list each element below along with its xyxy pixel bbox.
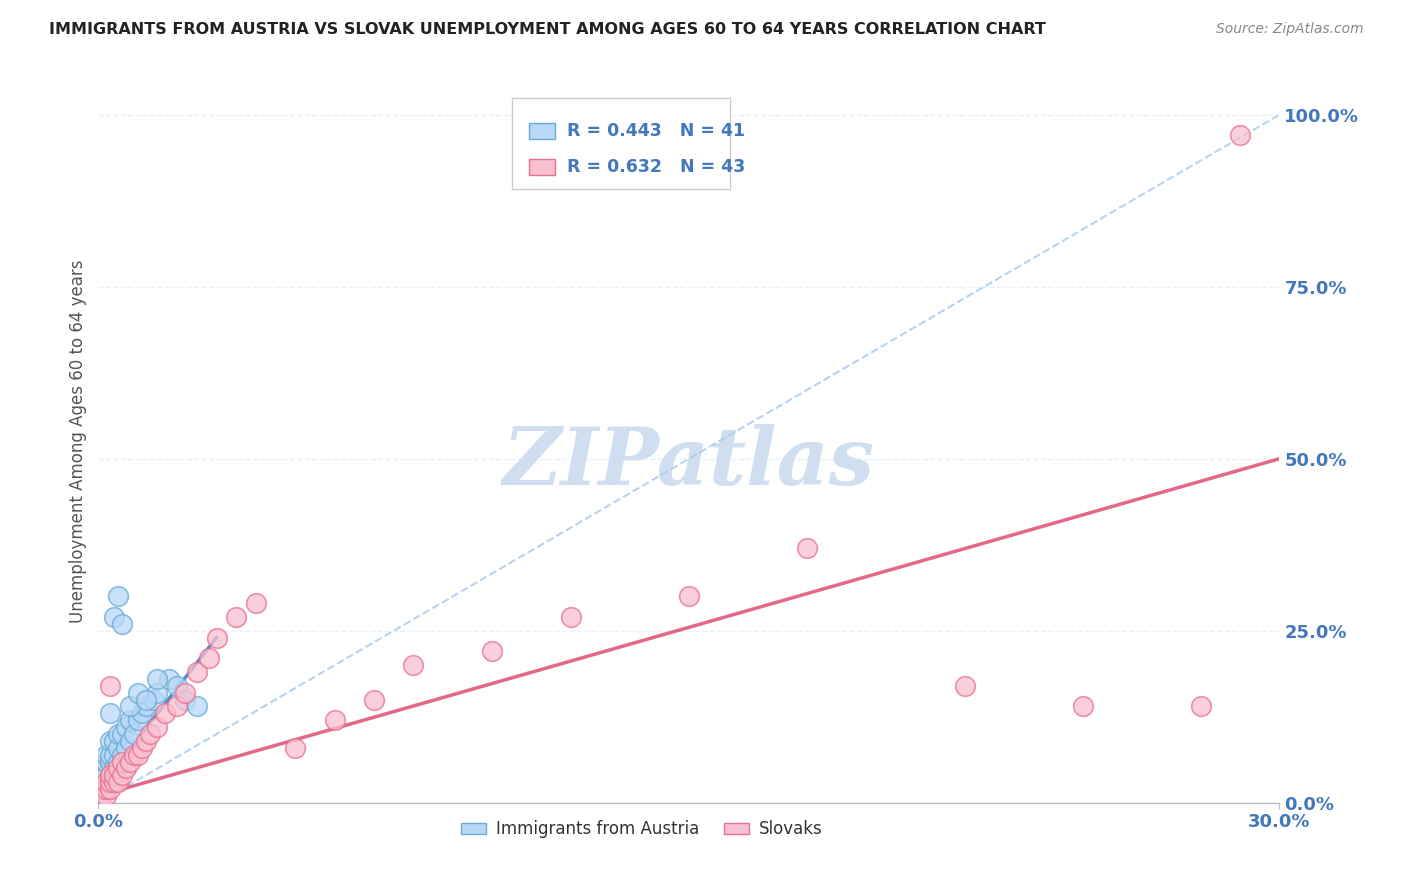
- Text: ZIPatlas: ZIPatlas: [503, 425, 875, 502]
- Point: [111, 747, 134, 762]
- Point: [363, 692, 385, 706]
- Point: [103, 734, 125, 748]
- Point: [103, 768, 125, 782]
- Point: [1229, 128, 1251, 143]
- Point: [146, 686, 169, 700]
- Point: [953, 679, 976, 693]
- Point: [174, 692, 197, 706]
- Point: [205, 631, 228, 645]
- Point: [135, 699, 157, 714]
- Point: [103, 610, 125, 624]
- Point: [96, 775, 118, 789]
- Point: [103, 747, 125, 762]
- Point: [138, 727, 160, 741]
- Point: [146, 672, 169, 686]
- Point: [127, 747, 149, 762]
- Text: Source: ZipAtlas.com: Source: ZipAtlas.com: [1216, 22, 1364, 37]
- Point: [1071, 699, 1094, 714]
- Point: [96, 755, 118, 769]
- Point: [560, 610, 582, 624]
- Point: [96, 782, 118, 797]
- Point: [98, 768, 121, 782]
- Point: [115, 761, 138, 775]
- Point: [96, 747, 118, 762]
- Point: [157, 672, 180, 686]
- Point: [107, 775, 129, 789]
- Point: [284, 740, 307, 755]
- Point: [115, 720, 138, 734]
- FancyBboxPatch shape: [530, 123, 555, 139]
- Point: [96, 768, 118, 782]
- Point: [678, 590, 700, 604]
- Point: [98, 734, 121, 748]
- Point: [118, 713, 141, 727]
- Point: [118, 734, 141, 748]
- Point: [103, 761, 125, 775]
- Point: [115, 740, 138, 755]
- Point: [166, 679, 188, 693]
- FancyBboxPatch shape: [530, 159, 555, 175]
- Point: [103, 775, 125, 789]
- Point: [107, 761, 129, 775]
- Point: [91, 775, 114, 789]
- Y-axis label: Unemployment Among Ages 60 to 64 years: Unemployment Among Ages 60 to 64 years: [69, 260, 87, 624]
- Point: [127, 713, 149, 727]
- Point: [118, 755, 141, 769]
- Point: [131, 740, 153, 755]
- Point: [197, 651, 219, 665]
- Point: [111, 727, 134, 741]
- Point: [186, 665, 208, 679]
- Point: [131, 706, 153, 721]
- Point: [98, 782, 121, 797]
- Point: [98, 706, 121, 721]
- Text: IMMIGRANTS FROM AUSTRIA VS SLOVAK UNEMPLOYMENT AMONG AGES 60 TO 64 YEARS CORRELA: IMMIGRANTS FROM AUSTRIA VS SLOVAK UNEMPL…: [49, 22, 1046, 37]
- Point: [166, 699, 188, 714]
- Point: [796, 541, 818, 556]
- Point: [135, 734, 157, 748]
- Point: [98, 768, 121, 782]
- Point: [127, 686, 149, 700]
- Point: [135, 692, 157, 706]
- Point: [402, 658, 425, 673]
- Point: [107, 727, 129, 741]
- Point: [91, 782, 114, 797]
- Point: [122, 727, 145, 741]
- Point: [111, 616, 134, 631]
- Point: [1189, 699, 1212, 714]
- FancyBboxPatch shape: [512, 98, 730, 189]
- Point: [174, 686, 197, 700]
- Point: [98, 755, 121, 769]
- Point: [245, 596, 267, 610]
- Point: [146, 720, 169, 734]
- Legend: Immigrants from Austria, Slovaks: Immigrants from Austria, Slovaks: [454, 814, 830, 845]
- Point: [111, 768, 134, 782]
- Point: [98, 775, 121, 789]
- Point: [111, 755, 134, 769]
- Point: [91, 789, 114, 803]
- Point: [481, 644, 503, 658]
- Point: [186, 699, 208, 714]
- Point: [107, 590, 129, 604]
- Point: [91, 761, 114, 775]
- Point: [107, 740, 129, 755]
- Point: [122, 747, 145, 762]
- Point: [98, 679, 121, 693]
- Point: [98, 747, 121, 762]
- Point: [323, 713, 346, 727]
- Point: [118, 699, 141, 714]
- Text: R = 0.443   N = 41: R = 0.443 N = 41: [567, 122, 745, 140]
- Point: [155, 706, 177, 721]
- Point: [225, 610, 247, 624]
- Point: [96, 775, 118, 789]
- Point: [107, 755, 129, 769]
- Point: [142, 692, 165, 706]
- Point: [96, 789, 118, 803]
- Text: R = 0.632   N = 43: R = 0.632 N = 43: [567, 158, 745, 176]
- Point: [91, 782, 114, 797]
